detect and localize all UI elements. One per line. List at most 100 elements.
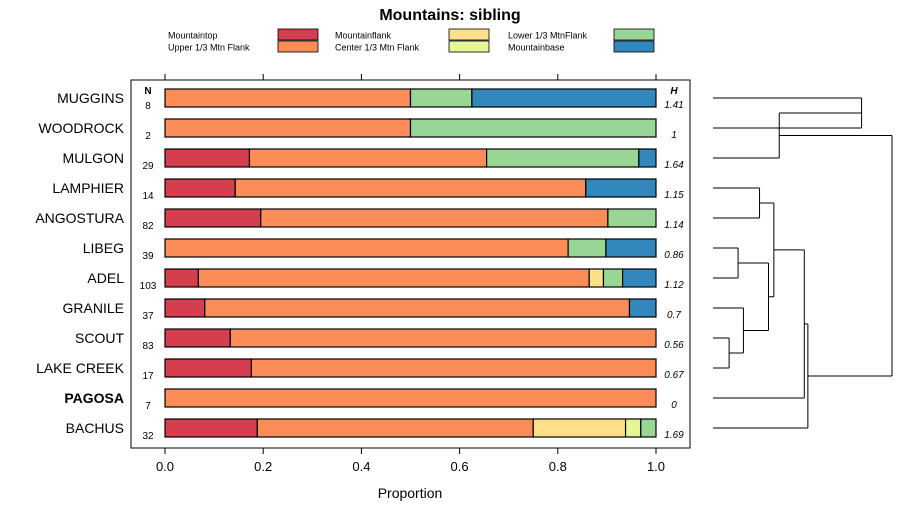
bar-segment-upper-1-3-mtn-flank <box>164 388 657 408</box>
legend-label-lower-1-3-mtnflank: Lower 1/3 MtnFlank <box>508 31 588 41</box>
bar-segment-lower-1-3-mtnflank <box>607 208 657 228</box>
row-bachus: BACHUS 32 1.69 <box>66 418 684 442</box>
x-tick-label: 0.2 <box>254 459 272 474</box>
bar-segment-mountaintop <box>164 148 251 168</box>
h-value: 1.12 <box>664 280 684 291</box>
x-tick-label: 0.0 <box>156 459 174 474</box>
n-value: 8 <box>145 101 151 112</box>
bar-segment-lower-1-3-mtnflank <box>486 148 640 168</box>
x-tick-label: 0.8 <box>549 459 567 474</box>
legend-swatch-mountainbase <box>613 40 655 53</box>
category-label: SCOUT <box>75 330 124 346</box>
dendrogram <box>713 97 893 429</box>
x-axis-label: Proportion <box>378 485 443 501</box>
row-angostura: ANGOSTURA 82 1.14 <box>35 208 684 232</box>
row-woodrock: WOODROCK 2 1 <box>38 118 677 142</box>
category-label: BACHUS <box>66 420 124 436</box>
bar-segment-upper-1-3-mtn-flank <box>250 358 657 378</box>
legend-label-upper-1-3-mtn-flank: Upper 1/3 Mtn Flank <box>168 43 250 53</box>
row-mulgon: MULGON 29 1.64 <box>63 148 684 172</box>
x-tick-label: 1.0 <box>647 459 665 474</box>
bar-segment-mountainbase <box>471 88 657 108</box>
row-lake-creek: LAKE CREEK 17 0.67 <box>36 358 684 382</box>
bar-segment-upper-1-3-mtn-flank <box>234 178 587 198</box>
category-label: GRANILE <box>63 300 124 316</box>
bar-segment-upper-1-3-mtn-flank <box>256 418 534 438</box>
bar-segment-mountainbase <box>638 148 657 168</box>
bar-segment-mountainflank <box>532 418 627 438</box>
category-label: PAGOSA <box>64 390 124 406</box>
h-value: 1.64 <box>664 160 684 171</box>
row-pagosa: PAGOSA 7 0 <box>64 388 677 412</box>
h-value: 0 <box>671 400 677 411</box>
plot-frame <box>130 79 691 449</box>
bar-segment-mountainbase <box>605 238 657 258</box>
h-value: 0.56 <box>664 340 684 351</box>
bar-segment-upper-1-3-mtn-flank <box>197 268 590 288</box>
bar-segment-mountaintop <box>164 418 258 438</box>
bar-segment-mountaintop <box>164 178 236 198</box>
category-label: MUGGINS <box>57 90 124 106</box>
n-value: 2 <box>145 131 151 142</box>
n-value: 29 <box>142 161 154 172</box>
bar-segment-upper-1-3-mtn-flank <box>164 88 412 108</box>
legend-swatch-lower-1-3-mtnflank <box>613 28 655 41</box>
legend-swatch-center-1-3-mtn-flank <box>448 40 490 53</box>
legend-label-mountainbase: Mountainbase <box>508 43 565 53</box>
h-value: 0.67 <box>664 370 684 381</box>
bar-segment-mountaintop <box>164 358 253 378</box>
bar-segment-center-1-3-mtn-flank <box>624 418 642 438</box>
category-label: LIBEG <box>83 240 124 256</box>
category-label: ANGOSTURA <box>35 210 124 226</box>
n-value: 14 <box>142 191 154 202</box>
bar-segment-mountaintop <box>164 298 206 318</box>
category-label: WOODROCK <box>38 120 124 136</box>
n-value: 103 <box>140 281 157 292</box>
bar-segment-lower-1-3-mtnflank <box>602 268 624 288</box>
bar-segment-mountaintop <box>164 208 262 228</box>
bar-segment-mountainbase <box>622 268 657 288</box>
bar-segment-mountainflank <box>588 268 605 288</box>
legend-label-center-1-3-mtn-flank: Center 1/3 Mtn Flank <box>335 43 420 53</box>
h-column-header: H <box>670 86 678 97</box>
bar-segment-lower-1-3-mtnflank <box>409 118 657 138</box>
bar-segment-lower-1-3-mtnflank <box>409 88 473 108</box>
bar-segment-mountainbase <box>585 178 657 198</box>
x-tick-label: 0.4 <box>352 459 370 474</box>
row-muggins: MUGGINS 8 1.41 <box>57 88 684 112</box>
row-lamphier: LAMPHIER 14 1.15 <box>52 178 684 202</box>
category-label: ADEL <box>87 270 124 286</box>
category-label: MULGON <box>63 150 124 166</box>
n-value: 83 <box>142 341 154 352</box>
bar-segment-mountaintop <box>164 268 199 288</box>
legend-swatch-mountainflank <box>448 28 490 41</box>
h-value: 0.7 <box>667 310 681 321</box>
h-value: 1.41 <box>664 100 683 111</box>
category-label: LAKE CREEK <box>36 360 125 376</box>
x-axis-bottom: 0.0 0.2 0.4 0.6 0.8 1.0 <box>156 448 665 474</box>
category-label: LAMPHIER <box>52 180 124 196</box>
n-value: 7 <box>145 401 151 412</box>
legend-label-mountainflank: Mountainflank <box>335 31 392 41</box>
row-libeg: LIBEG 39 0.86 <box>83 238 684 262</box>
legend-label-mountaintop: Mountaintop <box>168 31 218 41</box>
row-scout: SCOUT 83 0.56 <box>75 328 684 352</box>
n-value: 32 <box>142 431 154 442</box>
bar-segment-upper-1-3-mtn-flank <box>164 238 569 258</box>
h-value: 1.14 <box>664 220 684 231</box>
n-value: 82 <box>142 221 154 232</box>
n-column-header: N <box>144 86 151 97</box>
chart-title: Mountains: sibling <box>379 7 520 24</box>
legend-swatch-mountaintop <box>277 28 319 41</box>
row-granile: GRANILE 37 0.7 <box>63 298 681 322</box>
bar-segment-upper-1-3-mtn-flank <box>229 328 657 348</box>
bar-segment-mountaintop <box>164 328 231 348</box>
row-adel: ADEL 103 1.12 <box>87 268 684 292</box>
bar-segment-lower-1-3-mtnflank <box>567 238 607 258</box>
bar-rows: MUGGINS 8 1.41 WOODROCK 2 1 MULGON 29 1.64 LAMPHI… <box>35 88 684 442</box>
bar-segment-upper-1-3-mtn-flank <box>248 148 488 168</box>
n-value: 39 <box>142 251 154 262</box>
h-value: 1.69 <box>664 430 684 441</box>
